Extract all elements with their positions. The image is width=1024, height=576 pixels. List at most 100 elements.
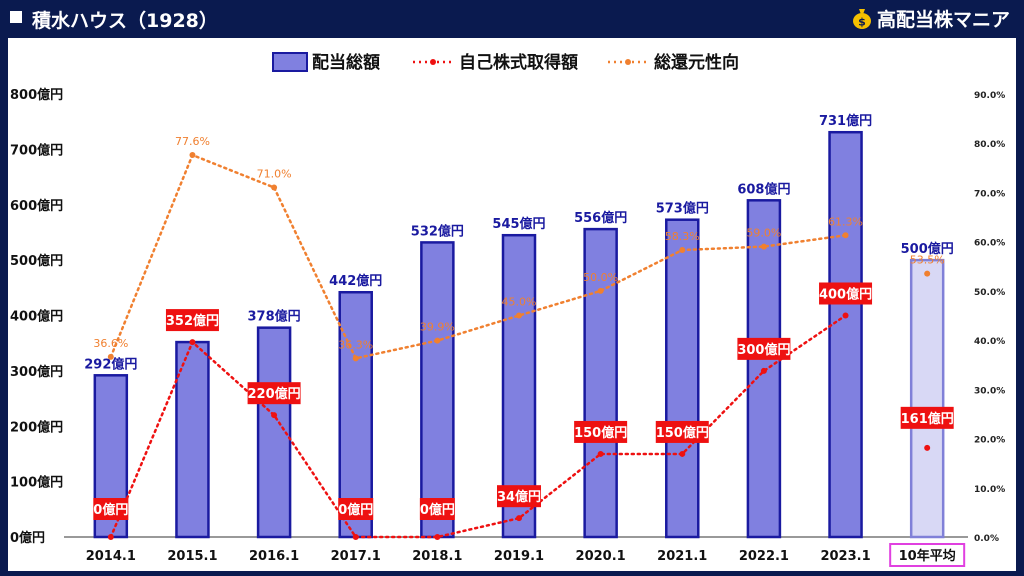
y-left-tick-label: 800億円	[10, 87, 63, 103]
payout-ratio-point	[189, 152, 196, 159]
buyback-point	[679, 450, 686, 457]
y-right-tick-label: 10.0%	[974, 485, 1005, 495]
payout-ratio-label: 61.3%	[828, 215, 863, 228]
y-right-tick-label: 70.0%	[974, 189, 1005, 199]
buyback-label-box	[419, 498, 455, 520]
bar-value-label: 573億円	[656, 201, 709, 217]
y-left-tick-label: 600億円	[10, 198, 63, 214]
buyback-label-box	[574, 420, 628, 443]
dividend-bar	[420, 241, 455, 539]
payout-ratio-point	[679, 247, 686, 254]
buyback-value-label: 0億円	[338, 502, 373, 518]
buyback-value-label: 300億円	[737, 342, 790, 358]
axes: 0億円 100億円 200億円 300億円 400億円 500億円 600億円 700億円 80…	[10, 87, 1005, 567]
bar-series	[93, 130, 945, 539]
x-tick-label: 2023.1	[820, 549, 870, 564]
payout-ratio-label: 53.5%	[910, 254, 945, 267]
y-left-tick-label: 200億円	[10, 419, 63, 435]
buyback-label-box	[165, 309, 219, 332]
dividend-bar	[909, 258, 945, 539]
y-right-tick-label: 0.0%	[974, 534, 999, 544]
buyback-label-box	[900, 406, 954, 429]
x-tick-label: 2016.1	[249, 549, 299, 564]
buyback-label-box	[497, 485, 541, 508]
bar-value-label: 556億円	[574, 210, 627, 226]
x-tick-label: 2021.1	[657, 549, 707, 564]
buyback-label-box	[655, 420, 709, 443]
chart-title: 積水ハウス（1928）	[32, 10, 218, 32]
y-right-tick-label: 20.0%	[974, 436, 1005, 446]
buyback-point	[107, 534, 114, 540]
payout-ratio-point	[434, 337, 441, 344]
payout-ratio-line	[109, 153, 847, 360]
buyback-value-label: 220億円	[248, 386, 301, 402]
buyback-value-label: 0億円	[420, 502, 455, 518]
x-tick-label: 2018.1	[412, 549, 462, 564]
buyback-line	[109, 314, 847, 539]
buyback-point	[924, 444, 931, 451]
y-right-tick-label: 50.0%	[974, 288, 1005, 298]
average-label-box	[889, 543, 966, 567]
dividend-bar	[583, 227, 618, 539]
payout-ratio-point	[271, 184, 278, 191]
chart-svg: 0億円 100億円 200億円 300億円 400億円 500億円 600億円 700億円 80…	[10, 52, 1005, 567]
payout-ratio-point	[842, 232, 849, 239]
bar-value-label: 608億円	[737, 181, 790, 197]
bar-value-label: 500億円	[901, 241, 954, 257]
legend: 配当総額 自己株式取得額 総還元性向	[272, 52, 739, 73]
header: 積水ハウス（1928） $ 高配当株マニア	[0, 0, 1024, 36]
dividend-bar	[338, 290, 373, 539]
y-left-tick-label: 0億円	[10, 530, 45, 546]
buyback-value-label: 400億円	[819, 287, 872, 303]
buyback-value-label: 34億円	[497, 489, 541, 505]
buyback-label-box	[819, 282, 873, 305]
y-right-tick-label: 60.0%	[974, 239, 1005, 249]
buyback-value-label: 150億円	[656, 425, 709, 441]
y-right-tick-label: 40.0%	[974, 337, 1005, 347]
buyback-value-label: 161億円	[901, 411, 954, 427]
bar-value-label: 292億円	[84, 356, 137, 372]
buyback-point	[842, 312, 849, 319]
buyback-point	[516, 515, 522, 522]
brand-name: 高配当株マニア	[876, 8, 1010, 31]
payout-ratio-label: 58.3%	[665, 230, 700, 243]
buyback-value-label: 352億円	[166, 313, 219, 329]
legend-ratio-label: 総還元性向	[654, 52, 739, 73]
payout-ratio-label: 50.0%	[583, 271, 618, 284]
payout-ratio-label: 36.6%	[93, 337, 128, 350]
x-tick-label: 2017.1	[331, 549, 381, 564]
payout-ratio-label: 77.6%	[175, 135, 210, 148]
y-left-tick-label: 700億円	[10, 142, 63, 158]
bar-value-label: 731億円	[819, 113, 872, 129]
y-left-tick-label: 100億円	[10, 475, 63, 491]
buyback-point	[597, 450, 604, 457]
y-left-tick-label: 500億円	[10, 253, 63, 269]
data-labels: 292億円 378億円 442億円 532億円 545億円 556億円 573億円 608億円…	[84, 113, 954, 520]
payout-ratio-label: 39.9%	[420, 321, 455, 334]
dividend-bar	[828, 130, 863, 539]
line-series	[107, 152, 931, 540]
legend-ratio-marker	[625, 59, 631, 65]
x-tick-label: 2022.1	[739, 549, 789, 564]
y-left-tick-label: 400億円	[10, 309, 63, 325]
bar-value-label: 532億円	[411, 223, 464, 239]
y-right-tick-label: 80.0%	[974, 140, 1005, 150]
payout-ratio-label: 71.0%	[257, 168, 292, 181]
buyback-point	[352, 534, 359, 540]
payout-ratio-point	[107, 353, 114, 360]
svg-text:$: $	[858, 16, 866, 29]
buyback-point	[434, 534, 441, 540]
y-right-tick-label: 90.0%	[974, 91, 1005, 101]
x-tick-label: 2014.1	[86, 549, 136, 564]
legend-bar-swatch	[272, 52, 308, 72]
buyback-label-box	[737, 337, 791, 360]
legend-buyback-label: 自己株式取得額	[459, 52, 578, 73]
payout-ratio-label: 59.0%	[746, 227, 781, 240]
x-tick-label: 2015.1	[167, 549, 217, 564]
payout-ratio-point	[597, 287, 604, 294]
payout-ratio-point	[352, 355, 359, 362]
legend-buyback-marker	[430, 59, 436, 65]
x-tick-label: 10年平均	[899, 548, 956, 564]
money-bag-icon: $	[852, 9, 871, 29]
